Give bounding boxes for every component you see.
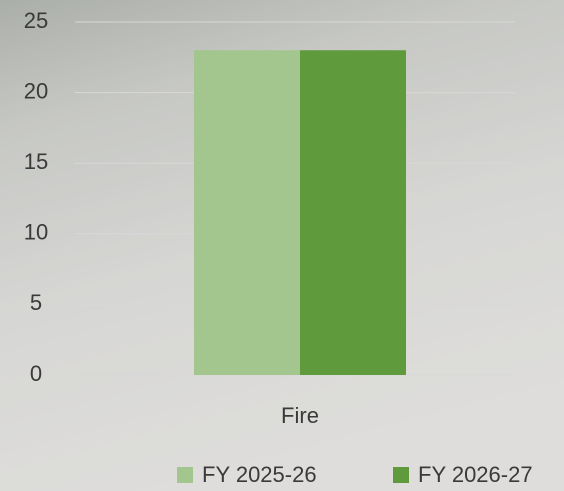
y-tick-label: 25: [24, 8, 48, 33]
chart: 0 5 10 15 20 25 Fire FY 2025-26 FY 2026-27: [0, 0, 564, 491]
legend-swatch: [177, 467, 193, 483]
legend-swatch: [393, 467, 409, 483]
y-tick-label: 15: [24, 149, 48, 174]
bar: [194, 50, 300, 375]
legend-label: FY 2025-26: [202, 462, 317, 487]
y-tick-label: 20: [24, 78, 48, 103]
y-tick-label: 0: [30, 361, 42, 386]
legend-label: FY 2026-27: [418, 462, 533, 487]
x-tick-label: Fire: [281, 403, 319, 428]
bar: [300, 50, 406, 375]
y-tick-label: 10: [24, 220, 48, 245]
y-tick-label: 5: [30, 290, 42, 315]
